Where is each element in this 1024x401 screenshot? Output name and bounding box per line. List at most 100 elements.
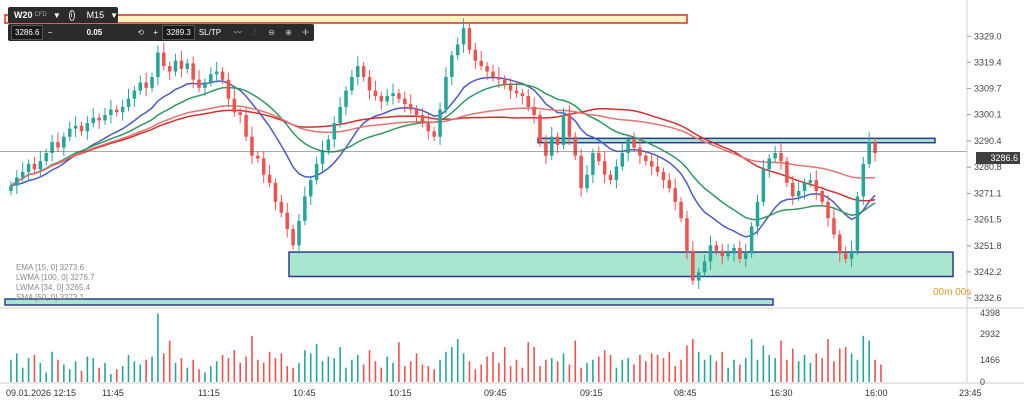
candle-body[interactable] <box>285 212 289 229</box>
symbol-dropdown-icon[interactable]: ▼ <box>52 10 61 20</box>
candle-body[interactable] <box>749 226 754 254</box>
candle-body[interactable] <box>779 153 783 162</box>
time-axis[interactable]: 09.01.2026 12:15 11:45 11:15 10:45 10:15 09:4… <box>6 388 982 398</box>
candle-body[interactable] <box>644 155 648 162</box>
candle-body[interactable] <box>103 115 107 121</box>
candle-body[interactable] <box>702 261 707 273</box>
zone-support[interactable] <box>4 298 774 306</box>
timeframe-label[interactable]: M15 <box>86 10 105 20</box>
candle-body[interactable] <box>502 79 507 86</box>
candle-body[interactable] <box>50 142 54 153</box>
candle-body[interactable] <box>338 106 342 124</box>
candle-body[interactable] <box>15 177 19 186</box>
candle-body[interactable] <box>549 136 554 156</box>
candle-body[interactable] <box>79 125 84 132</box>
crosshair-icon[interactable]: ✛ <box>302 28 309 37</box>
candle-body[interactable] <box>602 161 607 175</box>
candle-body[interactable] <box>491 71 495 77</box>
candle-body[interactable] <box>585 174 589 189</box>
candle-body[interactable] <box>344 90 348 107</box>
candle-body[interactable] <box>256 155 260 159</box>
volume-input[interactable]: 0.05 <box>86 28 103 37</box>
candle-body[interactable] <box>661 172 666 181</box>
candle-body[interactable] <box>126 98 131 107</box>
candle-body[interactable] <box>26 163 31 172</box>
candle-body[interactable] <box>162 52 166 67</box>
candle-body[interactable] <box>461 28 466 45</box>
candle-body[interactable] <box>591 153 595 175</box>
zoom-out-icon[interactable]: ⊖ <box>268 28 275 37</box>
candle-body[interactable] <box>273 182 278 202</box>
candle-body[interactable] <box>467 28 472 50</box>
candle-body[interactable] <box>597 153 601 162</box>
candle-body[interactable] <box>109 109 113 115</box>
candle-body[interactable] <box>843 253 848 259</box>
candle-body[interactable] <box>432 131 436 137</box>
candle-body[interactable] <box>673 188 677 202</box>
candle-body[interactable] <box>197 79 201 88</box>
candle-body[interactable] <box>649 161 654 167</box>
candle-body[interactable] <box>832 218 836 235</box>
candle-body[interactable] <box>226 79 231 99</box>
candle-body[interactable] <box>44 153 48 162</box>
candle-body[interactable] <box>438 109 442 137</box>
candle-body[interactable] <box>732 248 736 254</box>
candle-body[interactable] <box>244 115 248 137</box>
candle-body[interactable] <box>20 172 25 178</box>
candle-body[interactable] <box>350 77 354 91</box>
candle-body[interactable] <box>820 191 824 202</box>
candle-body[interactable] <box>485 66 489 72</box>
candle-body[interactable] <box>32 163 37 170</box>
bid-price[interactable]: 3286.6 <box>11 25 44 40</box>
candle-body[interactable] <box>173 60 178 72</box>
candle-body[interactable] <box>9 185 13 191</box>
candle-body[interactable] <box>526 96 530 107</box>
candle-body[interactable] <box>191 63 195 80</box>
candle-body[interactable] <box>743 253 748 259</box>
candle-body[interactable] <box>297 220 301 246</box>
candle-body[interactable] <box>450 55 454 77</box>
candle-body[interactable] <box>279 201 284 213</box>
info-icon[interactable]: i <box>68 9 75 21</box>
candle-body[interactable] <box>685 218 689 251</box>
candle-body[interactable] <box>144 82 148 88</box>
candle-body[interactable] <box>67 128 72 137</box>
candle-body[interactable] <box>755 201 760 227</box>
candle-body[interactable] <box>714 245 719 251</box>
chart-type-icon[interactable]: ⫶ <box>253 27 256 37</box>
candle-body[interactable] <box>267 174 272 183</box>
candle-body[interactable] <box>785 161 789 183</box>
candle-body[interactable] <box>479 60 483 67</box>
candle-body[interactable] <box>720 250 724 257</box>
candle-body[interactable] <box>838 234 842 254</box>
candle-body[interactable] <box>573 136 578 156</box>
candle-body[interactable] <box>791 182 795 197</box>
candle-body[interactable] <box>56 142 60 148</box>
candle-body[interactable] <box>403 98 407 105</box>
candle-body[interactable] <box>514 90 519 94</box>
candle-body[interactable] <box>667 180 672 189</box>
zone-support[interactable] <box>288 251 954 278</box>
candle-body[interactable] <box>167 66 172 72</box>
timeframe-dropdown-icon[interactable]: ▼ <box>110 10 118 20</box>
candle-body[interactable] <box>767 158 772 170</box>
candle-body[interactable] <box>873 142 877 153</box>
candle-body[interactable] <box>538 115 542 143</box>
candle-body[interactable] <box>826 201 830 219</box>
candle-body[interactable] <box>361 66 366 77</box>
candle-body[interactable] <box>561 115 566 145</box>
candle-body[interactable] <box>114 109 119 113</box>
candle-body[interactable] <box>855 196 860 251</box>
candle-body[interactable] <box>420 115 425 124</box>
candle-body[interactable] <box>38 161 43 170</box>
candle-body[interactable] <box>632 139 636 148</box>
candle-body[interactable] <box>97 117 101 121</box>
candle-body[interactable] <box>232 98 237 113</box>
candle-body[interactable] <box>614 166 619 181</box>
candle-body[interactable] <box>679 201 683 219</box>
candle-body[interactable] <box>567 115 572 137</box>
candle-body[interactable] <box>802 182 807 191</box>
candle-body[interactable] <box>473 49 478 61</box>
ask-price[interactable]: 3289.3 <box>162 25 195 40</box>
